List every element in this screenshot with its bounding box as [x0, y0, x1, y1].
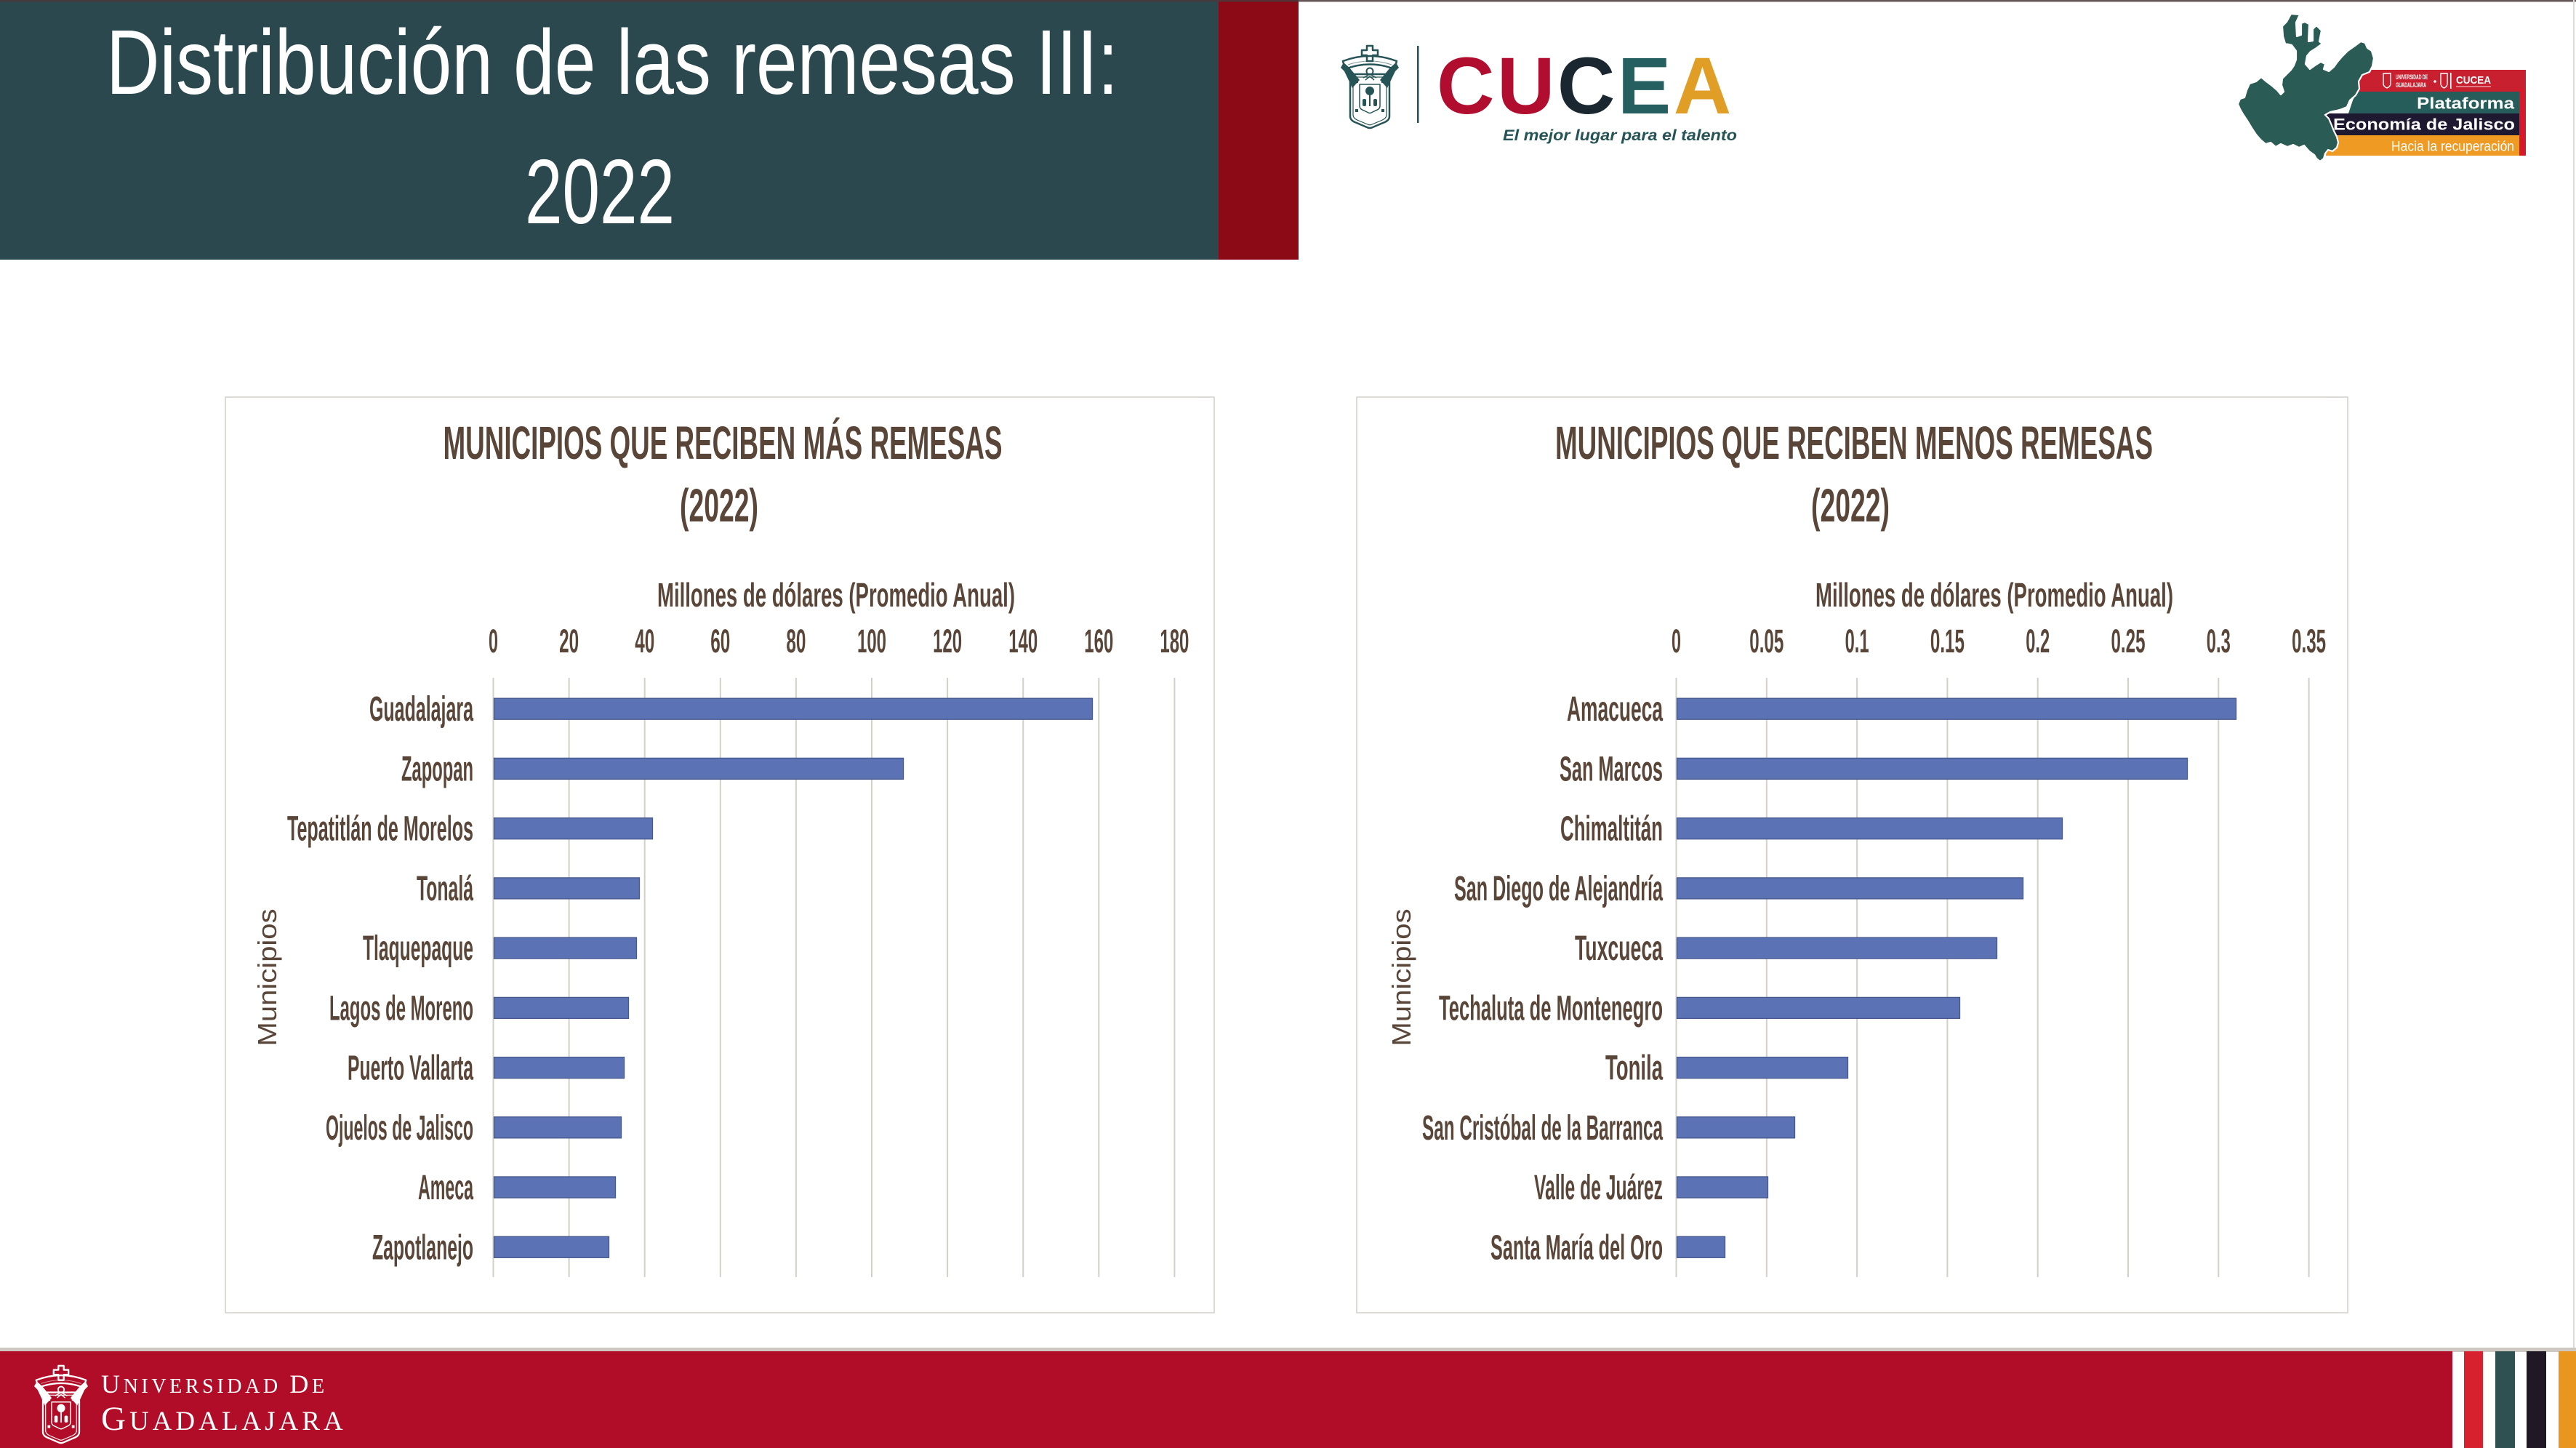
svg-text:Economía de Jalisco: Economía de Jalisco: [2333, 116, 2515, 134]
svg-text:Plataforma: Plataforma: [2417, 95, 2515, 113]
svg-text:100: 100: [857, 623, 886, 660]
svg-text:MUNICIPIOS QUE RECIBEN MÁS REM: MUNICIPIOS QUE RECIBEN MÁS REMESAS: [444, 417, 1003, 469]
svg-text:UNIVERSIDAD DE: UNIVERSIDAD DE: [101, 1369, 328, 1399]
svg-text:160: 160: [1084, 623, 1113, 660]
svg-text:80: 80: [786, 623, 806, 660]
svg-text:(2022): (2022): [1811, 479, 1890, 532]
svg-text:Distribución de las remesas II: Distribución de las remesas III:: [106, 11, 1118, 113]
svg-text:Puerto Vallarta: Puerto Vallarta: [348, 1049, 473, 1088]
svg-text:Zapopan: Zapopan: [401, 750, 473, 788]
svg-text:San Diego de Alejandría: San Diego de Alejandría: [1454, 870, 1663, 908]
svg-text:Guadalajara: Guadalajara: [369, 690, 473, 729]
svg-text:Millones de dólares (Promedio: Millones de dólares (Promedio Anual): [1815, 576, 2173, 614]
svg-text:0.2: 0.2: [2026, 623, 2050, 660]
svg-text:Tepatitlán de Morelos: Tepatitlán de Morelos: [287, 810, 473, 849]
svg-text:GUADALAJARA: GUADALAJARA: [2396, 81, 2426, 89]
svg-text:Zapotlanejo: Zapotlanejo: [372, 1228, 473, 1267]
svg-text:Municipios: Municipios: [1387, 909, 1416, 1047]
svg-text:Ameca: Ameca: [418, 1169, 473, 1207]
svg-text:60: 60: [710, 623, 730, 660]
svg-text:San Cristóbal de la Barranca: San Cristóbal de la Barranca: [1422, 1109, 1663, 1148]
svg-text:Hacia la recuperación: Hacia la recuperación: [2391, 140, 2514, 155]
svg-text:MUNICIPIOS QUE RECIBEN MENOS R: MUNICIPIOS QUE RECIBEN MENOS REMESAS: [1555, 417, 2153, 469]
svg-text:CUCEA: CUCEA: [1437, 41, 1734, 131]
svg-text:Lagos de Moreno: Lagos de Moreno: [329, 989, 473, 1028]
svg-text:0.05: 0.05: [1749, 623, 1783, 660]
svg-text:UNIVERSIDAD DE: UNIVERSIDAD DE: [2396, 73, 2428, 81]
svg-text:40: 40: [635, 623, 654, 660]
svg-text:Tonalá: Tonalá: [417, 870, 473, 908]
svg-text:0.35: 0.35: [2292, 623, 2326, 660]
svg-text:Ojuelos de Jalisco: Ojuelos de Jalisco: [326, 1109, 473, 1148]
svg-text:Tlaquepaque: Tlaquepaque: [363, 929, 473, 968]
svg-text:Santa María del Oro: Santa María del Oro: [1490, 1228, 1663, 1267]
svg-text:0.25: 0.25: [2111, 623, 2146, 660]
svg-text:140: 140: [1008, 623, 1038, 660]
svg-text:Municipios: Municipios: [252, 909, 282, 1047]
svg-text:20: 20: [559, 623, 579, 660]
svg-text:San Marcos: San Marcos: [1560, 750, 1663, 788]
svg-text:0: 0: [1672, 623, 1681, 660]
svg-text:GUADALAJARA: GUADALAJARA: [101, 1400, 347, 1438]
svg-text:El mejor lugar para el talento: El mejor lugar para el talento: [1503, 127, 1737, 144]
svg-text:0.1: 0.1: [1845, 623, 1869, 660]
svg-text:0.3: 0.3: [2207, 623, 2231, 660]
svg-text:180: 180: [1160, 623, 1189, 660]
svg-text:0.15: 0.15: [1930, 623, 1965, 660]
svg-text:Amacueca: Amacueca: [1567, 690, 1663, 729]
svg-text:Tuxcueca: Tuxcueca: [1575, 929, 1663, 968]
svg-text:(2022): (2022): [680, 479, 758, 532]
svg-text:Valle de Juárez: Valle de Juárez: [1534, 1169, 1663, 1207]
svg-text:120: 120: [933, 623, 962, 660]
svg-text:CUCEA: CUCEA: [2456, 74, 2491, 87]
svg-text:Millones de dólares (Promedio: Millones de dólares (Promedio Anual): [657, 576, 1015, 614]
svg-text:2022: 2022: [525, 140, 675, 243]
svg-text:0: 0: [489, 623, 498, 660]
svg-text:Chimaltitán: Chimaltitán: [1560, 810, 1663, 849]
svg-text:Techaluta de Montenegro: Techaluta de Montenegro: [1439, 989, 1663, 1028]
svg-text:Tonila: Tonila: [1605, 1049, 1663, 1088]
